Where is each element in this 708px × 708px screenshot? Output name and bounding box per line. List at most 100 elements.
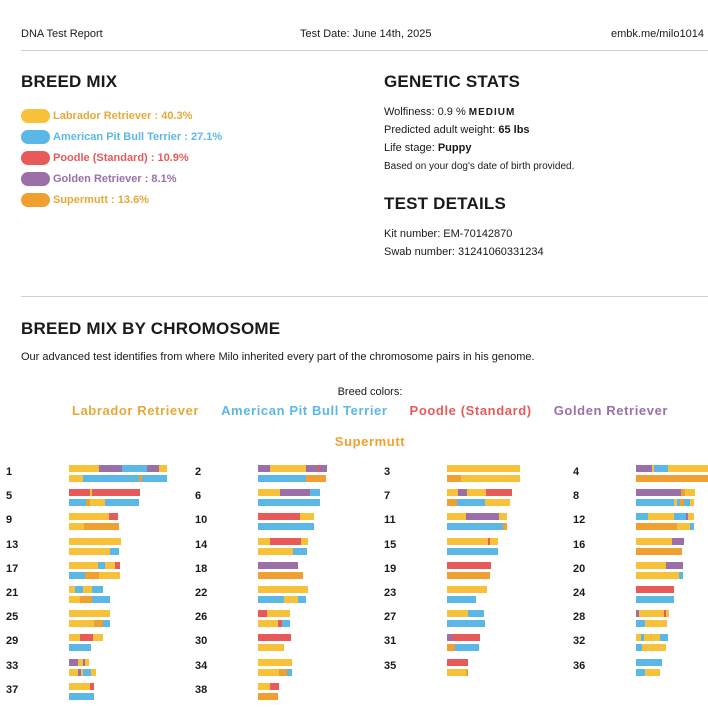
- chromosome-segment: [499, 513, 507, 521]
- chromosome-segment: [666, 561, 683, 569]
- kit-number: Kit number: EM-70142870: [384, 228, 513, 240]
- life-stage-label: Life stage:: [384, 142, 438, 154]
- chromosome-segment: [109, 513, 118, 521]
- chromosome-bar-bottom: [447, 620, 485, 628]
- chromosome-segment: [69, 682, 90, 690]
- chromosome-segment: [69, 620, 94, 628]
- chromosome-segment: [83, 586, 92, 593]
- report-url[interactable]: embk.me/milo1014: [611, 28, 704, 40]
- chromosome-bar-top: [636, 513, 694, 521]
- chromosome-segment: [447, 489, 458, 497]
- weight-value: 65 lbs: [498, 124, 530, 136]
- chromosome-number: 13: [6, 538, 19, 551]
- chromosome-segment: [69, 475, 83, 482]
- chromosome-number: 29: [6, 635, 19, 648]
- chromosome-bar-top: [447, 610, 484, 618]
- chromosome-number: 37: [6, 683, 19, 696]
- chromosome-heading: BREED MIX BY CHROMOSOME: [21, 319, 281, 338]
- chromosome-number: 26: [195, 611, 208, 624]
- chromosome-number: 14: [195, 538, 208, 551]
- chromosome-bar-bottom: [258, 523, 314, 531]
- chromosome-segment: [452, 634, 480, 642]
- chromosome-segment: [447, 596, 476, 603]
- chromosome-segment: [258, 682, 270, 690]
- chromosome-segment: [644, 634, 660, 642]
- breed-color-pill: [21, 150, 50, 165]
- chromosome-segment: [278, 620, 282, 628]
- chromosome-segment: [105, 499, 139, 507]
- life-stage-line: Life stage: Puppy: [384, 142, 471, 154]
- chromosome-segment: [447, 475, 461, 482]
- chromosome-bar-bottom: [69, 523, 119, 531]
- chromosome-segment: [457, 499, 485, 507]
- chromosome-number: 12: [573, 514, 586, 527]
- chromosome-segment: [447, 668, 466, 676]
- chromosome-bar-top: [447, 489, 512, 497]
- chromosome-bar-top: [69, 537, 121, 545]
- chromosome-bar-bottom: [258, 547, 307, 555]
- chromosome-segment: [466, 668, 468, 676]
- chromosome-bar-top: [636, 489, 695, 497]
- chromosome-bar-top: [636, 634, 668, 642]
- chromosome-bar-top: [258, 561, 298, 569]
- chromosome-segment: [287, 668, 292, 676]
- chromosome-segment: [69, 513, 109, 521]
- chromosome-segment: [458, 489, 467, 497]
- chromosome-segment: [641, 634, 644, 642]
- chromosome-segment: [258, 596, 284, 603]
- chromosome-segment: [258, 571, 303, 579]
- chromosome-bar-bottom: [69, 644, 91, 652]
- chromosome-segment: [636, 475, 708, 482]
- chromosome-number: 1: [6, 466, 13, 478]
- wolfiness-label: Wolfiness: 0.9 %: [384, 106, 469, 118]
- chromosome-bar-bottom: [258, 571, 303, 579]
- chromosome-segment: [258, 465, 270, 472]
- chromosome-bar-top: [447, 561, 491, 569]
- chromosome-bar-top: [69, 610, 110, 618]
- chromosome-segment: [636, 596, 674, 603]
- chromosome-number: 28: [573, 611, 586, 624]
- chromosome-segment: [69, 586, 75, 593]
- chromosome-bar-top: [636, 561, 683, 569]
- chromosome-number: 4: [573, 466, 580, 478]
- chromosome-segment: [447, 499, 457, 507]
- report-title: DNA Test Report: [21, 28, 103, 40]
- chromosome-segment: [467, 489, 486, 497]
- chromosome-segment: [461, 475, 520, 482]
- chromosome-bar-top: [258, 586, 308, 593]
- chromosome-number: 15: [384, 538, 397, 551]
- chromosome-segment: [468, 610, 484, 618]
- chromosome-segment: [69, 547, 110, 555]
- chromosome-segment: [69, 596, 80, 603]
- chromosome-bar-top: [258, 513, 314, 521]
- chromosome-number: 35: [384, 659, 397, 672]
- header-divider: [21, 50, 708, 51]
- chromosome-bar-top: [636, 586, 674, 593]
- chromosome-segment: [83, 668, 91, 676]
- legend-poodle: Poodle (Standard): [409, 403, 532, 418]
- chromosome-segment: [490, 537, 498, 545]
- chromosome-segment: [636, 658, 662, 666]
- chromosome-segment: [280, 489, 310, 497]
- chromosome-number: 23: [384, 587, 397, 599]
- breed-color-pill: [21, 129, 50, 144]
- chromosome-segment: [668, 465, 708, 472]
- chromosome-bar-bottom: [258, 668, 292, 676]
- chromosome-segment: [279, 668, 287, 676]
- chromosome-segment: [69, 634, 80, 642]
- chromosome-bar-bottom: [69, 596, 110, 603]
- chromosome-number: 7: [384, 490, 391, 503]
- chromosome-bar-bottom: [69, 475, 167, 482]
- chromosome-bar-bottom: [636, 571, 683, 579]
- chromosome-number: 33: [6, 659, 19, 672]
- dob-note: Based on your dog's date of birth provid…: [384, 161, 575, 172]
- chromosome-segment: [258, 537, 270, 545]
- chromosome-segment: [69, 610, 110, 618]
- chromosome-number: 16: [573, 538, 586, 551]
- chromosome-bar-top: [258, 634, 291, 642]
- chromosome-bar-bottom: [258, 499, 320, 507]
- chromosome-segment: [75, 586, 83, 593]
- chromosome-number: 20: [573, 562, 586, 575]
- chromosome-segment: [447, 634, 452, 642]
- chromosome-segment: [318, 465, 320, 472]
